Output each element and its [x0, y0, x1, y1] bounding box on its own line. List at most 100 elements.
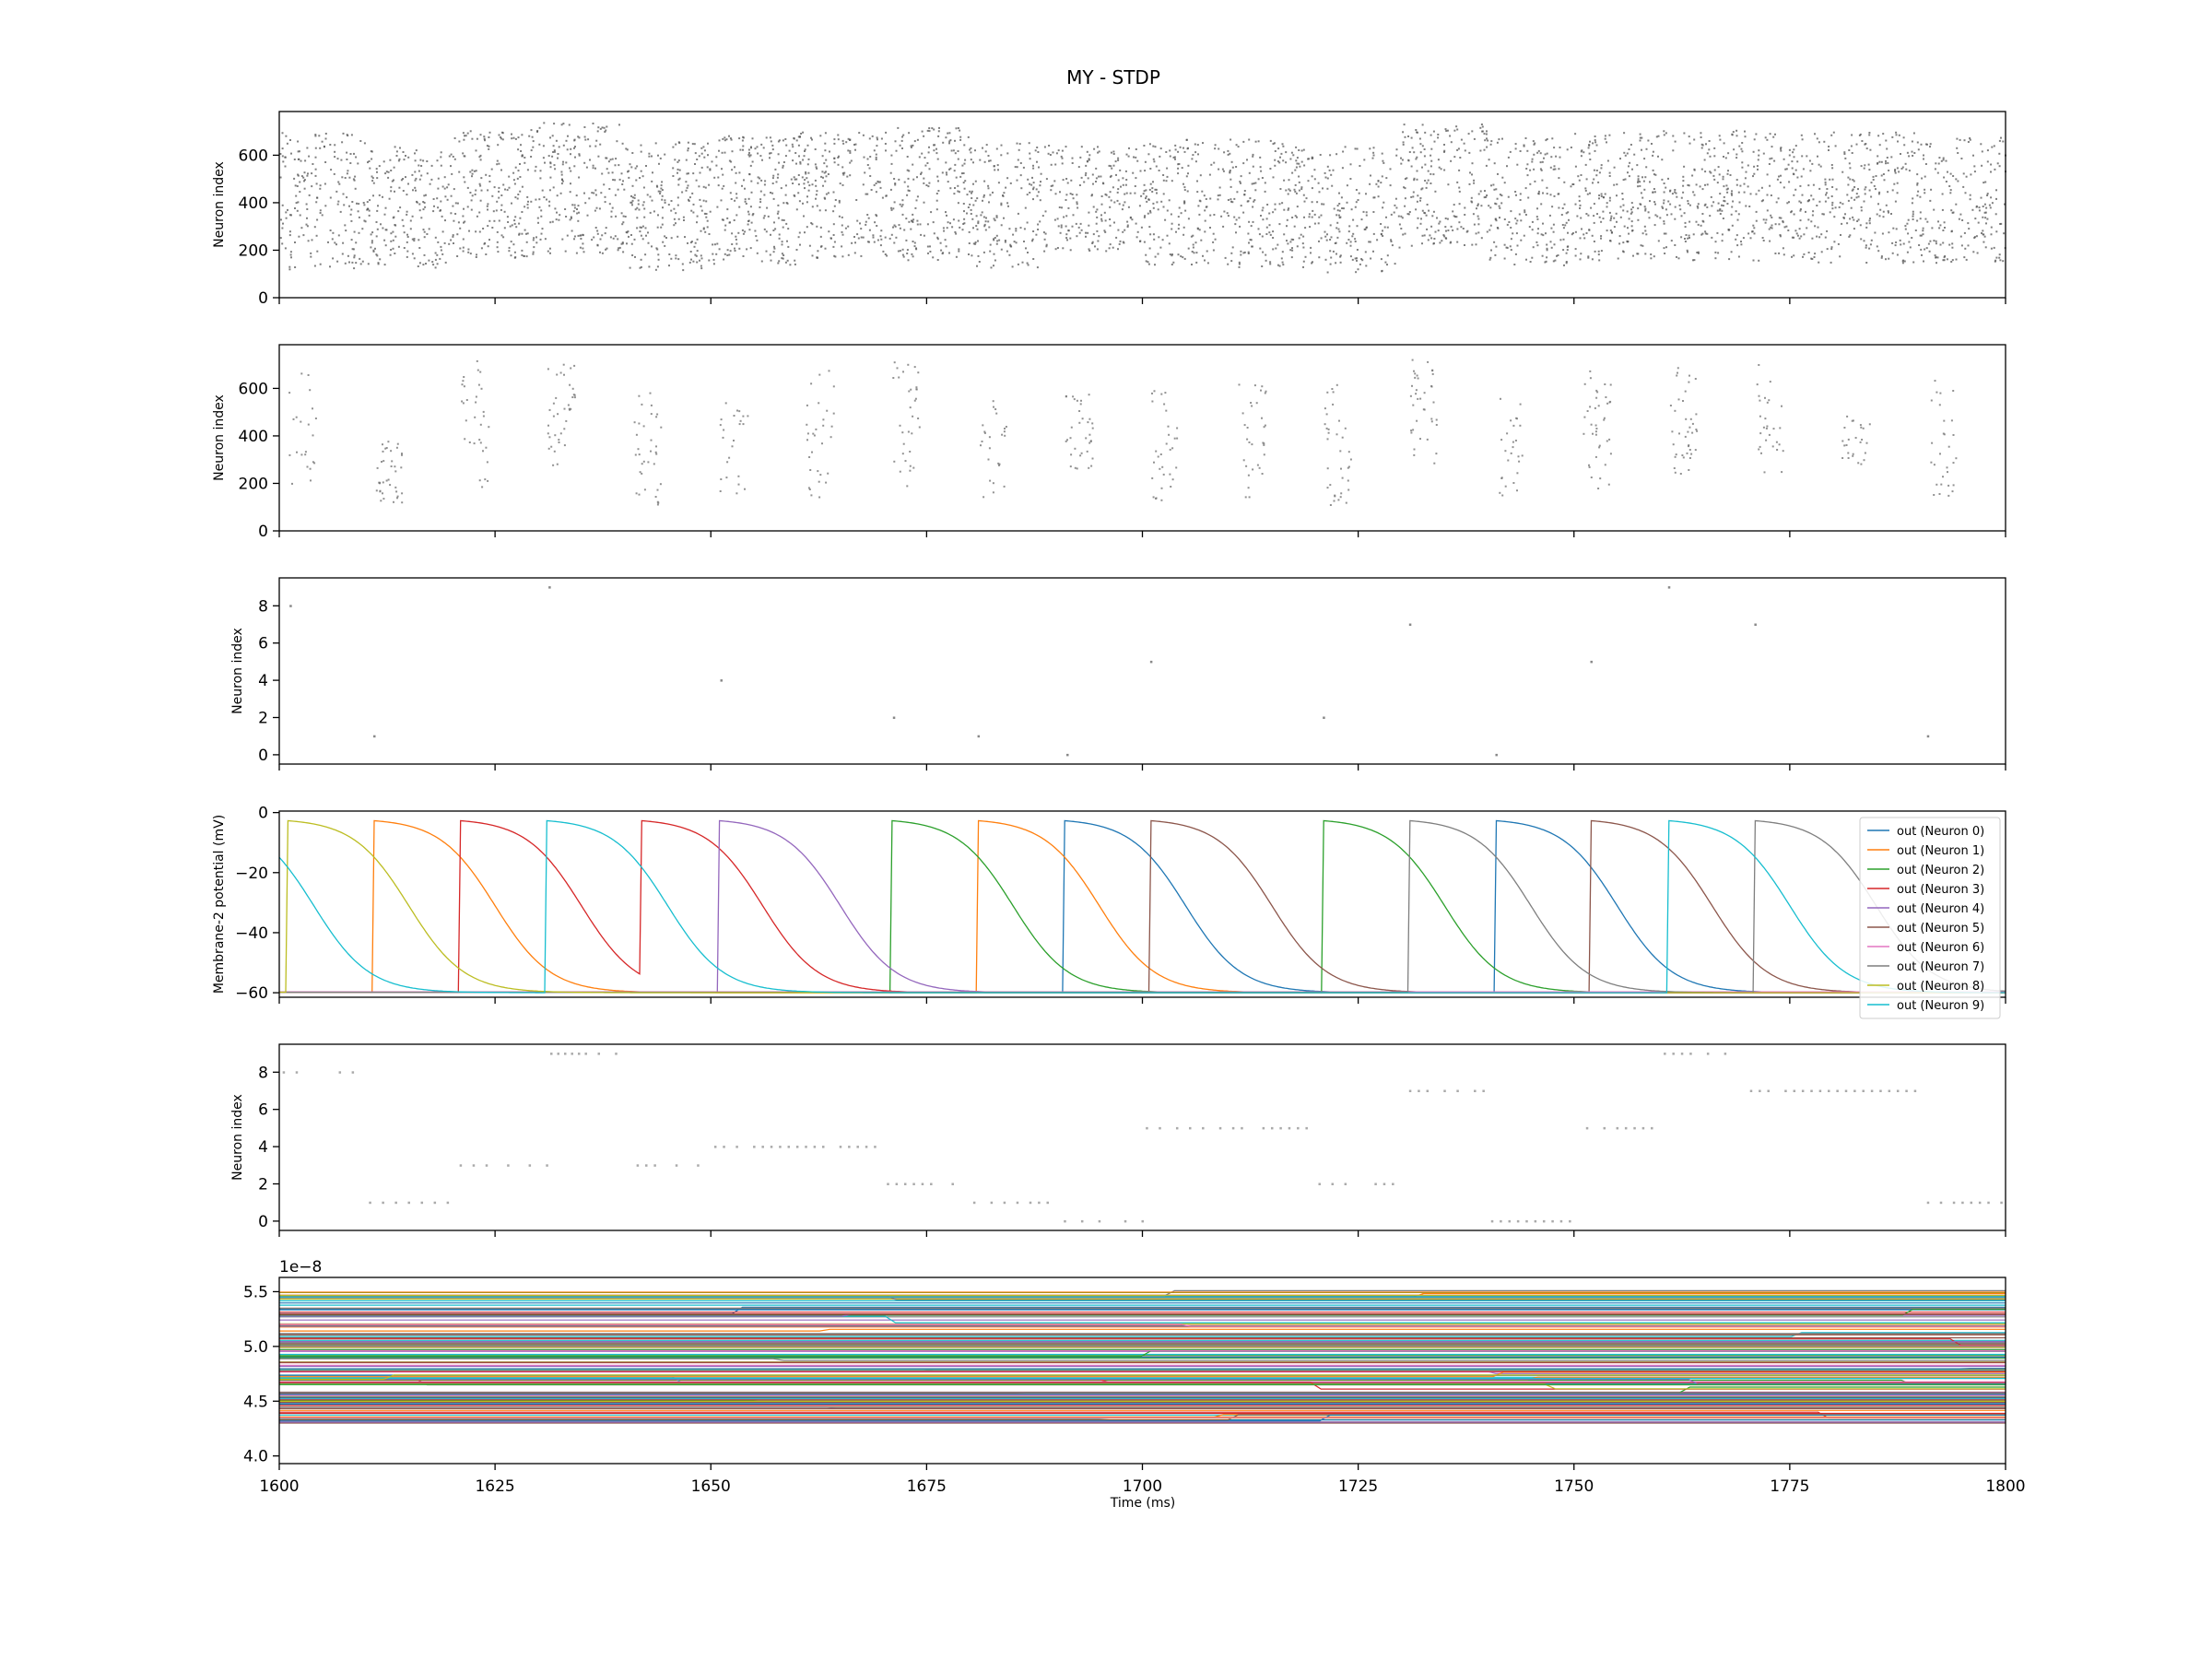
spike-dot	[420, 1201, 424, 1205]
spike-dot	[1580, 150, 1583, 153]
spike-dot	[935, 208, 938, 211]
spike-dot	[1956, 147, 1959, 149]
spike-dot	[579, 246, 582, 249]
spike-dot	[1019, 227, 1022, 229]
spike-dot	[1326, 467, 1329, 470]
spike-dot	[1640, 192, 1642, 194]
spike-dot	[548, 205, 551, 207]
spike-dot	[1326, 271, 1329, 274]
spike-dot	[479, 184, 482, 187]
spike-dot	[1809, 170, 1812, 172]
spike-dot	[612, 179, 615, 182]
spike-dot	[830, 237, 832, 240]
spike-dot	[851, 241, 853, 244]
spike-dot	[384, 244, 387, 247]
spike-dot	[500, 137, 502, 140]
spike-dot	[952, 218, 955, 221]
spike-dot	[514, 216, 517, 218]
spike-dot	[943, 229, 946, 232]
spike-dot	[703, 149, 706, 152]
spike-dot	[647, 241, 650, 244]
spike-dot	[1057, 225, 1060, 228]
spike-dot	[890, 233, 893, 236]
spike-dot	[1171, 228, 1173, 230]
spike-dot	[1423, 408, 1426, 411]
spike-dot	[879, 235, 882, 238]
spike-dot	[338, 1071, 342, 1074]
spike-dot	[1061, 162, 1064, 165]
spike-dot	[1618, 235, 1621, 238]
spike-dot	[398, 158, 401, 160]
spike-dot	[931, 127, 934, 130]
spike-dot	[337, 181, 340, 183]
spike-dot	[1675, 192, 1677, 194]
spike-dot	[1536, 151, 1539, 154]
spike-dot	[909, 406, 912, 409]
spike-dot	[1951, 259, 1954, 262]
spike-dot	[1291, 247, 1293, 250]
spike-dot	[992, 482, 994, 485]
spike-dot	[924, 164, 927, 167]
spike-dot	[496, 246, 499, 249]
spike-dot	[974, 242, 977, 245]
spike-dot	[482, 450, 484, 453]
spike-dot	[543, 196, 546, 198]
spike-dot	[1431, 369, 1434, 371]
spike-dot	[1177, 172, 1180, 175]
spike-dot	[1585, 232, 1588, 234]
spike-dot	[1069, 465, 1072, 468]
spike-dot	[1647, 211, 1650, 214]
spike-dot	[1143, 145, 1146, 147]
spike-dot	[1287, 242, 1289, 245]
spike-dot	[1864, 452, 1866, 454]
spike-dot	[1163, 403, 1166, 406]
spike-dot	[792, 159, 794, 162]
spike-dot	[532, 146, 535, 148]
spike-dot	[1419, 151, 1422, 154]
spike-dot	[963, 222, 966, 225]
spike-dot	[631, 196, 634, 199]
spike-dot	[284, 156, 287, 159]
spike-dot	[1049, 154, 1052, 156]
spike-dot	[633, 196, 636, 199]
spike-dot	[750, 191, 753, 194]
spike-dot	[1999, 223, 2002, 225]
spike-dot	[731, 232, 734, 235]
spike-dot	[660, 226, 663, 229]
spike-dot	[1956, 137, 1959, 140]
spike-dot	[1110, 165, 1112, 168]
spike-dot	[903, 229, 906, 231]
spike-dot	[1706, 206, 1709, 208]
spike-dot	[1901, 260, 1904, 263]
spike-dot	[915, 388, 918, 391]
spike-dot	[717, 176, 720, 179]
spike-dot	[873, 149, 876, 152]
spike-dot	[1570, 185, 1572, 188]
spike-dot	[1667, 586, 1671, 589]
spike-dot	[677, 178, 680, 181]
spike-dot	[1894, 244, 1897, 247]
spike-dot	[1922, 227, 1924, 229]
spike-dot	[1593, 241, 1595, 242]
spike-dot	[1266, 204, 1269, 206]
spike-dot	[1650, 253, 1653, 255]
spike-dot	[1912, 218, 1914, 220]
spike-dot	[1430, 172, 1432, 175]
spike-dot	[1476, 207, 1477, 210]
spike-dot	[559, 371, 562, 374]
spike-dot	[526, 195, 529, 198]
spike-dot	[1445, 130, 1448, 132]
spike-dot	[394, 224, 396, 226]
spike-dot	[699, 171, 701, 174]
spike-dot	[912, 221, 914, 223]
spike-dot	[735, 171, 737, 174]
spike-dot	[919, 223, 922, 226]
spike-dot	[1423, 234, 1426, 237]
spike-dot	[1628, 148, 1630, 150]
spike-dot	[778, 161, 781, 164]
spike-dot	[937, 190, 940, 192]
spike-dot	[689, 251, 692, 253]
spike-dot	[1688, 234, 1690, 237]
spike-dot	[1289, 158, 1292, 160]
spike-dot	[1164, 392, 1167, 394]
